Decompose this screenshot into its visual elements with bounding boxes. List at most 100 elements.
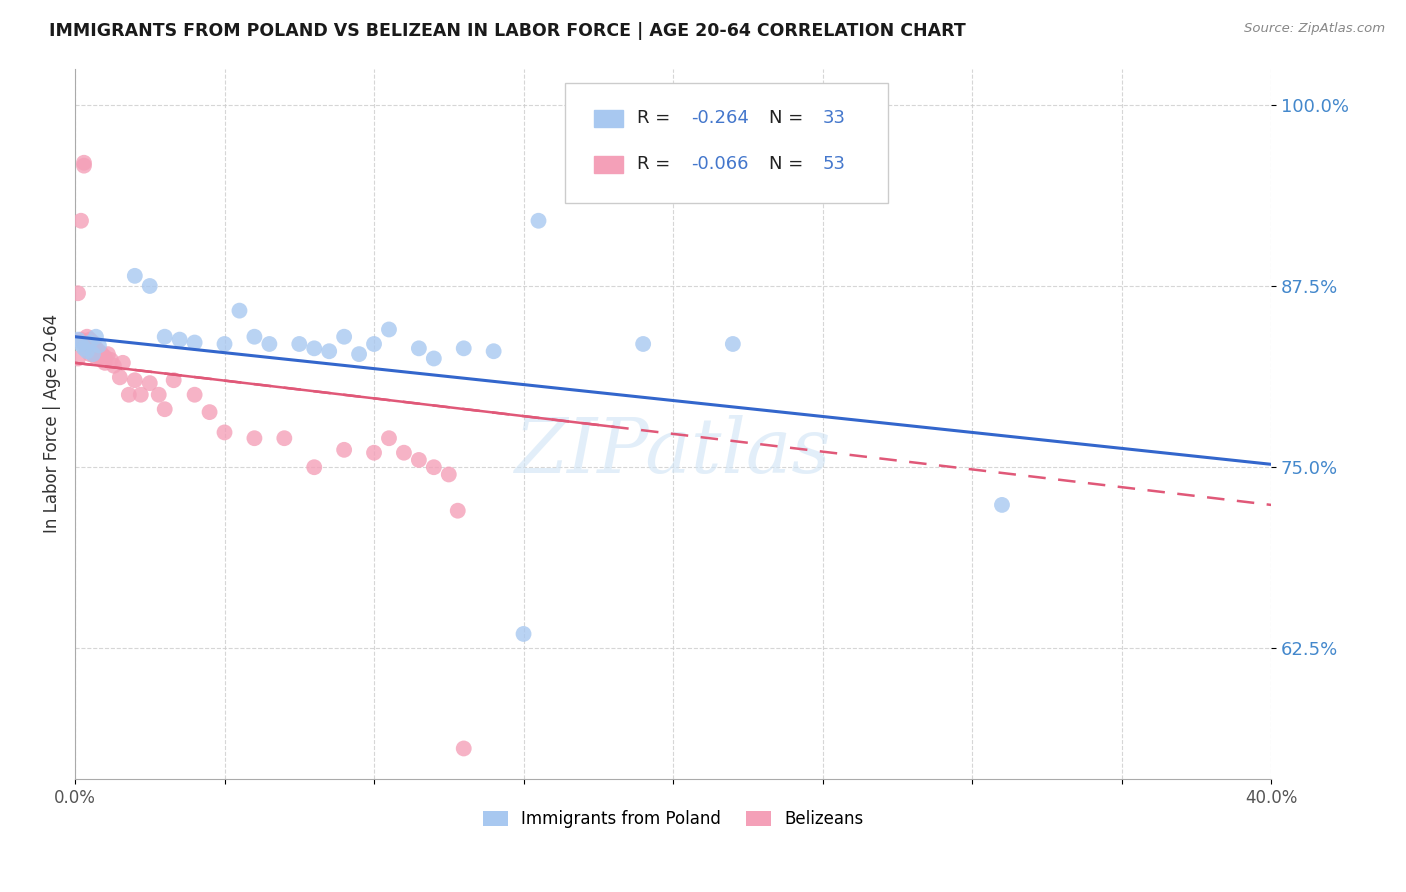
Point	[124, 373, 146, 387]
Text: R =: R =	[637, 109, 676, 128]
Point	[79, 347, 101, 361]
Point	[153, 402, 176, 417]
Point	[631, 337, 654, 351]
Point	[333, 330, 356, 344]
Point	[347, 347, 370, 361]
Text: N =: N =	[769, 109, 808, 128]
Point	[259, 337, 281, 351]
Point	[82, 342, 104, 356]
Point	[482, 344, 505, 359]
Point	[111, 356, 134, 370]
Text: -0.264: -0.264	[690, 109, 749, 128]
Point	[153, 330, 176, 344]
Point	[70, 337, 93, 351]
Point	[363, 337, 385, 351]
Point	[94, 356, 117, 370]
Point	[423, 351, 446, 366]
Point	[288, 337, 311, 351]
Point	[512, 627, 534, 641]
Text: IMMIGRANTS FROM POLAND VS BELIZEAN IN LABOR FORCE | AGE 20-64 CORRELATION CHART: IMMIGRANTS FROM POLAND VS BELIZEAN IN LA…	[49, 22, 966, 40]
Point	[139, 279, 162, 293]
Point	[100, 353, 122, 368]
Point	[228, 303, 250, 318]
Point	[423, 460, 446, 475]
Point	[453, 741, 475, 756]
Point	[169, 333, 191, 347]
Point	[73, 337, 96, 351]
Point	[991, 498, 1014, 512]
Point	[87, 350, 110, 364]
Point	[183, 388, 205, 402]
Point	[84, 350, 107, 364]
Point	[139, 376, 162, 391]
Point	[76, 337, 98, 351]
Point	[90, 353, 112, 368]
Legend: Immigrants from Poland, Belizeans: Immigrants from Poland, Belizeans	[477, 803, 870, 835]
Point	[392, 446, 415, 460]
Point	[408, 453, 430, 467]
Point	[87, 338, 110, 352]
Point	[79, 335, 101, 350]
Point	[408, 342, 430, 356]
Point	[73, 159, 96, 173]
Point	[66, 286, 89, 301]
Point	[82, 347, 104, 361]
Text: Source: ZipAtlas.com: Source: ZipAtlas.com	[1244, 22, 1385, 36]
Point	[97, 347, 120, 361]
Point	[214, 425, 236, 440]
Point	[70, 213, 93, 227]
Point	[527, 213, 550, 227]
Point	[302, 460, 325, 475]
Point	[243, 330, 266, 344]
Point	[94, 350, 117, 364]
Point	[66, 351, 89, 366]
Point	[76, 330, 98, 344]
Point	[163, 373, 186, 387]
Point	[198, 405, 221, 419]
Point	[378, 431, 401, 445]
Point	[302, 342, 325, 356]
Point	[214, 337, 236, 351]
FancyBboxPatch shape	[595, 110, 623, 127]
Point	[437, 467, 460, 482]
Point	[76, 342, 98, 356]
Point	[79, 333, 101, 347]
Text: N =: N =	[769, 155, 808, 173]
Text: R =: R =	[637, 155, 676, 173]
Point	[148, 388, 170, 402]
Y-axis label: In Labor Force | Age 20-64: In Labor Force | Age 20-64	[44, 314, 60, 533]
Point	[66, 333, 89, 347]
Point	[333, 442, 356, 457]
Point	[183, 335, 205, 350]
Point	[103, 359, 125, 373]
Text: 53: 53	[823, 155, 845, 173]
Point	[79, 338, 101, 352]
Text: 33: 33	[823, 109, 845, 128]
Text: -0.066: -0.066	[690, 155, 748, 173]
Point	[721, 337, 744, 351]
Point	[73, 342, 96, 356]
Point	[70, 333, 93, 347]
FancyBboxPatch shape	[595, 156, 623, 173]
Point	[118, 388, 141, 402]
Point	[447, 504, 470, 518]
Point	[82, 335, 104, 350]
Point	[273, 431, 295, 445]
Point	[79, 344, 101, 359]
Point	[243, 431, 266, 445]
Point	[378, 322, 401, 336]
Point	[84, 342, 107, 356]
Point	[82, 347, 104, 361]
Point	[129, 388, 152, 402]
FancyBboxPatch shape	[565, 83, 889, 203]
Point	[124, 268, 146, 283]
Point	[363, 446, 385, 460]
Point	[87, 344, 110, 359]
Point	[453, 342, 475, 356]
Point	[73, 155, 96, 169]
Point	[84, 347, 107, 361]
Point	[90, 347, 112, 361]
Point	[108, 370, 131, 384]
Point	[76, 344, 98, 359]
Point	[318, 344, 340, 359]
